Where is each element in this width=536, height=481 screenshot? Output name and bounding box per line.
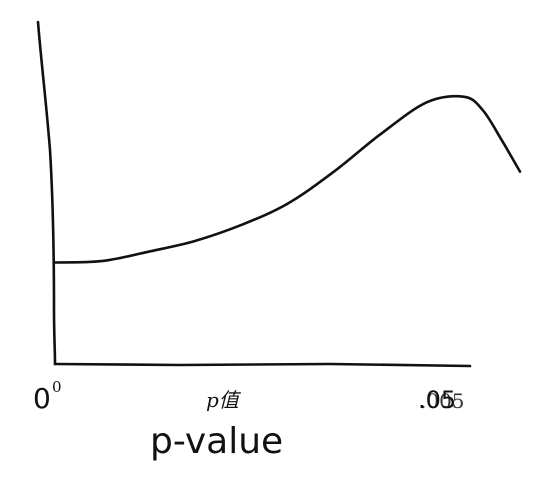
tick-label-origin-handwritten: 0 [33,382,51,415]
x-axis [53,362,472,368]
x-axis-label-typeset: p值 [206,388,242,412]
x-axis-label-handwritten: p-value [150,421,283,462]
tick-label-end-typeset: .005 [420,389,465,413]
series-line-0 [53,94,522,264]
y-axis [36,20,57,366]
tick-label-end-handwritten: .05 [418,386,456,414]
tick-label-origin-typeset: 0 [52,378,62,396]
